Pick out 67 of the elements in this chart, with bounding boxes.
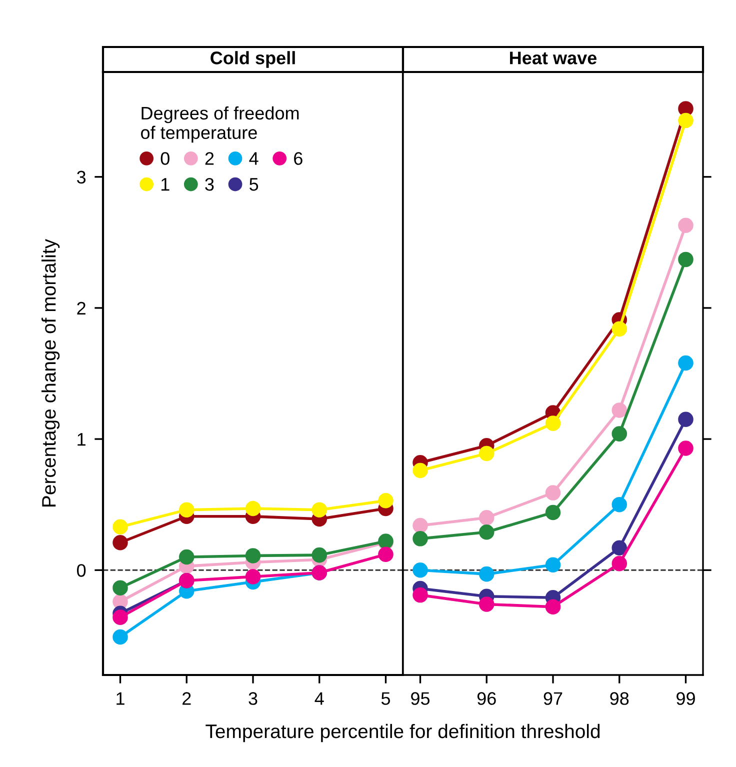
x-tick-label: 1 xyxy=(116,692,124,705)
point xyxy=(612,540,628,556)
point xyxy=(412,518,428,534)
point xyxy=(112,580,128,596)
point xyxy=(312,547,328,563)
point xyxy=(112,534,128,550)
point xyxy=(478,524,494,540)
legend-label: 3 xyxy=(205,178,214,191)
legend-label: 5 xyxy=(250,178,258,191)
point xyxy=(112,519,128,535)
legend-label: 0 xyxy=(160,152,170,165)
legend-label: 2 xyxy=(205,152,214,165)
point xyxy=(112,629,128,645)
point xyxy=(678,412,694,428)
point xyxy=(412,562,428,578)
point xyxy=(545,504,561,520)
point xyxy=(412,531,428,546)
point xyxy=(678,355,694,371)
point xyxy=(478,566,494,582)
point xyxy=(112,610,128,625)
point xyxy=(412,587,428,603)
point xyxy=(245,500,261,516)
x-tick-label: 2 xyxy=(182,692,191,705)
legend-label: 1 xyxy=(161,178,170,191)
legend-title: Degrees of freedom of temperature xyxy=(141,106,299,143)
x-tick-label: 96 xyxy=(477,692,496,705)
point xyxy=(478,446,494,462)
chart-title: Heat wave xyxy=(510,52,597,64)
point xyxy=(245,548,261,564)
point xyxy=(545,416,561,431)
point xyxy=(378,493,394,508)
y-tick-label: 0 xyxy=(77,564,86,577)
point xyxy=(545,485,561,500)
point xyxy=(678,218,694,234)
y-tick-label: 1 xyxy=(78,433,86,446)
point xyxy=(478,596,494,612)
point xyxy=(612,426,628,442)
point xyxy=(545,599,561,614)
point xyxy=(312,502,328,518)
point xyxy=(678,440,694,456)
point xyxy=(612,321,628,337)
y-tick-label: 2 xyxy=(77,302,86,314)
point xyxy=(245,569,261,584)
x-tick-label: 4 xyxy=(314,692,324,705)
point xyxy=(612,496,628,512)
point xyxy=(678,252,694,268)
point xyxy=(412,462,428,478)
x-axis-title: Temperature percentile for definition threshold xyxy=(206,724,600,742)
x-tick-label: 5 xyxy=(381,692,390,705)
x-tick-label: 95 xyxy=(411,692,430,705)
x-tick-label: 99 xyxy=(676,692,695,705)
chart-title: Cold spell xyxy=(210,51,295,68)
point xyxy=(612,556,628,572)
point xyxy=(178,502,194,518)
point xyxy=(678,112,694,128)
legend-label: 4 xyxy=(249,152,258,165)
point xyxy=(612,402,628,418)
y-axis-title: Percentage change of mortality xyxy=(42,238,60,506)
x-tick-label: 3 xyxy=(248,692,258,705)
x-tick-label: 97 xyxy=(544,692,562,705)
point xyxy=(545,557,561,573)
y-tick-label: 3 xyxy=(76,170,86,184)
x-tick-label: 98 xyxy=(610,692,629,705)
point xyxy=(178,549,194,565)
point xyxy=(378,546,394,562)
point xyxy=(478,510,494,526)
legend-label: 6 xyxy=(294,152,302,165)
